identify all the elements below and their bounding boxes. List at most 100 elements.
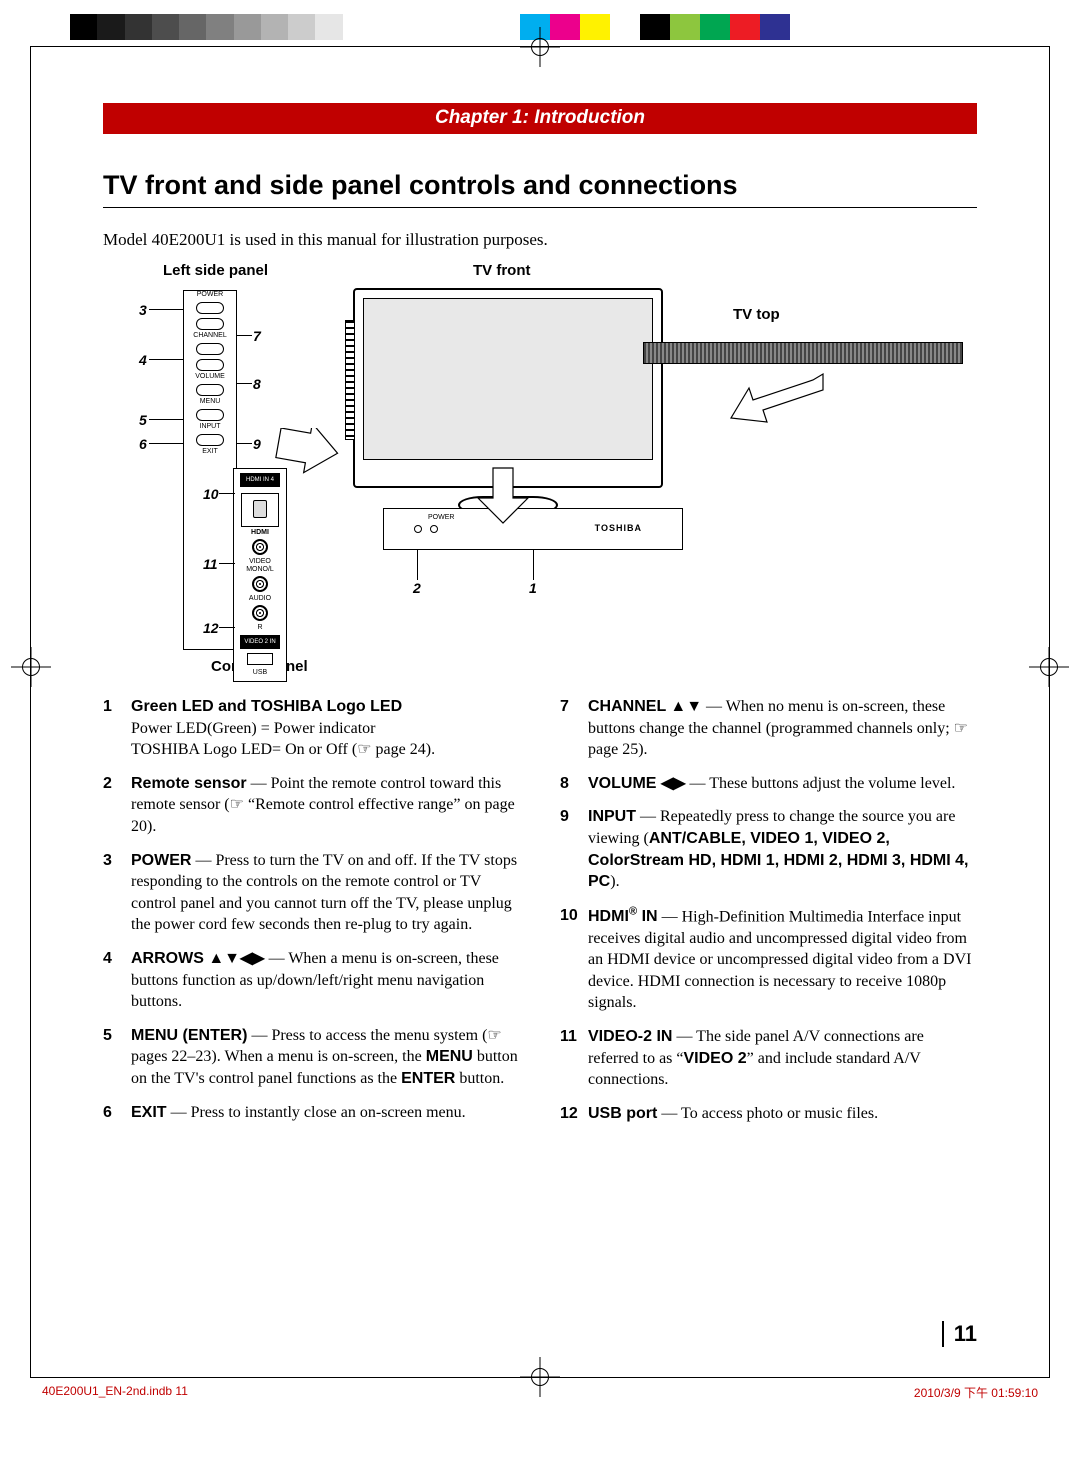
sp-ch-up — [196, 318, 224, 330]
line-4 — [149, 359, 183, 360]
tv-front-graphic — [353, 288, 663, 488]
label-tv-top: TV top — [733, 306, 780, 323]
definition-body: VOLUME ◀▶ — These buttons adjust the vol… — [588, 773, 977, 795]
crop-frame: Chapter 1: Introduction TV front and sid… — [30, 46, 1050, 1378]
sp-ch-dn — [196, 343, 224, 355]
pointer-arrow-1 — [268, 428, 358, 488]
definition-number: 11 — [560, 1026, 588, 1091]
definition-item: 9INPUT — Repeatedly press to change the … — [560, 806, 977, 892]
tv-side-connectors — [345, 320, 355, 440]
sp-vol-dn — [196, 384, 224, 396]
callout-11: 11 — [203, 556, 218, 572]
side-panel-graphic: POWER CHANNEL VOLUME MENU INPUT EXIT — [183, 290, 237, 650]
callout-12: 12 — [203, 620, 219, 636]
callout-4: 4 — [139, 352, 147, 368]
sp-video-jack — [252, 539, 268, 555]
line-10 — [219, 493, 235, 494]
sp-exit-label: EXIT — [184, 448, 236, 455]
definition-number: 8 — [560, 773, 588, 795]
sp-channel-label: CHANNEL — [184, 332, 236, 339]
callout-9: 9 — [253, 436, 261, 452]
sp-power-btn — [196, 302, 224, 314]
remote-sensor-dot — [414, 525, 422, 533]
line-6 — [149, 443, 183, 444]
line-12 — [219, 627, 235, 628]
definition-body: EXIT — Press to instantly close an on-sc… — [131, 1102, 520, 1124]
sp-audio-label: AUDIO — [234, 595, 286, 602]
power-led-dot — [430, 525, 438, 533]
definition-body: INPUT — Repeatedly press to change the s… — [588, 806, 977, 892]
definition-body: USB port — To access photo or music file… — [588, 1103, 977, 1125]
sp-video-label: VIDEO — [234, 558, 286, 565]
sp-mono-label: MONO/L — [234, 566, 286, 573]
section-title: TV front and side panel controls and con… — [103, 170, 977, 208]
definition-number: 9 — [560, 806, 588, 892]
intro-text: Model 40E200U1 is used in this manual fo… — [103, 230, 977, 250]
definition-body: Remote sensor — Point the remote control… — [131, 773, 520, 838]
definition-number: 5 — [103, 1025, 131, 1090]
callout-8: 8 — [253, 376, 261, 392]
footer-timestamp: 2010/3/9 下午 01:59:10 — [914, 1384, 1038, 1401]
pointer-arrow-2 — [473, 463, 533, 533]
line-1 — [533, 550, 534, 580]
definition-item: 5MENU (ENTER) — Press to access the menu… — [103, 1025, 520, 1090]
tv-lower-panel: POWER TOSHIBA — [383, 508, 683, 550]
callout-5: 5 — [139, 412, 147, 428]
definition-body: ARROWS ▲▼◀▶ — When a menu is on-screen, … — [131, 948, 520, 1013]
definition-item: 10HDMI® IN — High-Definition Multimedia … — [560, 905, 977, 1014]
sp-input-label: INPUT — [184, 423, 236, 430]
definition-number: 10 — [560, 905, 588, 1014]
sp-menu-label: MENU — [184, 398, 236, 405]
definition-item: 11VIDEO-2 IN — The side panel A/V connec… — [560, 1026, 977, 1091]
diagram: Left side panel TV front TV top Control … — [103, 268, 977, 668]
callout-7: 7 — [253, 328, 261, 344]
sp-usb-label: USB — [234, 669, 286, 676]
tv-screen — [363, 298, 653, 460]
callout-10: 10 — [203, 486, 219, 502]
sp-audio-l-jack — [252, 576, 268, 592]
callout-2: 2 — [413, 580, 421, 596]
page-content: Chapter 1: Introduction TV front and sid… — [31, 47, 1049, 1377]
callout-6: 6 — [139, 436, 147, 452]
sp-hdmi-slot — [241, 493, 279, 527]
definition-number: 7 — [560, 696, 588, 761]
definition-item: 12USB port — To access photo or music fi… — [560, 1103, 977, 1125]
pointer-arrow-3 — [723, 364, 843, 444]
sp-menu-btn — [196, 409, 224, 421]
definition-body: Green LED and TOSHIBA Logo LEDPower LED(… — [131, 696, 520, 761]
line-2 — [417, 550, 418, 580]
sp-vol-up — [196, 359, 224, 371]
definition-body: CHANNEL ▲▼ — When no menu is on-screen, … — [588, 696, 977, 761]
definition-item: 2Remote sensor — Point the remote contro… — [103, 773, 520, 838]
definitions: 1Green LED and TOSHIBA Logo LEDPower LED… — [103, 696, 977, 1136]
line-3 — [149, 309, 183, 310]
page-number: 11 — [942, 1321, 977, 1347]
label-left-side-panel: Left side panel — [163, 262, 268, 279]
line-7 — [236, 335, 252, 336]
definition-number: 2 — [103, 773, 131, 838]
sp-video2-label: VIDEO 2 IN — [240, 635, 280, 649]
definition-item: 1Green LED and TOSHIBA Logo LEDPower LED… — [103, 696, 520, 761]
footer-file: 40E200U1_EN-2nd.indb 11 — [42, 1384, 188, 1401]
definition-number: 4 — [103, 948, 131, 1013]
line-5 — [149, 419, 183, 420]
definitions-left-col: 1Green LED and TOSHIBA Logo LEDPower LED… — [103, 696, 520, 1136]
definition-body: VIDEO-2 IN — The side panel A/V connecti… — [588, 1026, 977, 1091]
brand-logo: TOSHIBA — [595, 523, 642, 533]
side-connector-block: HDMI IN 4 HDMI VIDEO MONO/L AUDIO R VIDE… — [233, 468, 287, 682]
definition-body: POWER — Press to turn the TV on and off.… — [131, 850, 520, 936]
definition-item: 3POWER — Press to turn the TV on and off… — [103, 850, 520, 936]
sp-usb-slot — [247, 653, 273, 665]
definition-body: MENU (ENTER) — Press to access the menu … — [131, 1025, 520, 1090]
line-11 — [219, 563, 235, 564]
definition-item: 7CHANNEL ▲▼ — When no menu is on-screen,… — [560, 696, 977, 761]
label-tv-front: TV front — [473, 262, 531, 279]
definition-number: 3 — [103, 850, 131, 936]
sp-hdmi-logo: HDMI — [234, 529, 286, 536]
definition-number: 6 — [103, 1102, 131, 1124]
definition-body: HDMI® IN — High-Definition Multimedia In… — [588, 905, 977, 1014]
sp-volume-label: VOLUME — [184, 373, 236, 380]
tv-top-graphic — [643, 342, 963, 364]
callout-3: 3 — [139, 302, 147, 318]
chapter-header: Chapter 1: Introduction — [103, 103, 977, 134]
